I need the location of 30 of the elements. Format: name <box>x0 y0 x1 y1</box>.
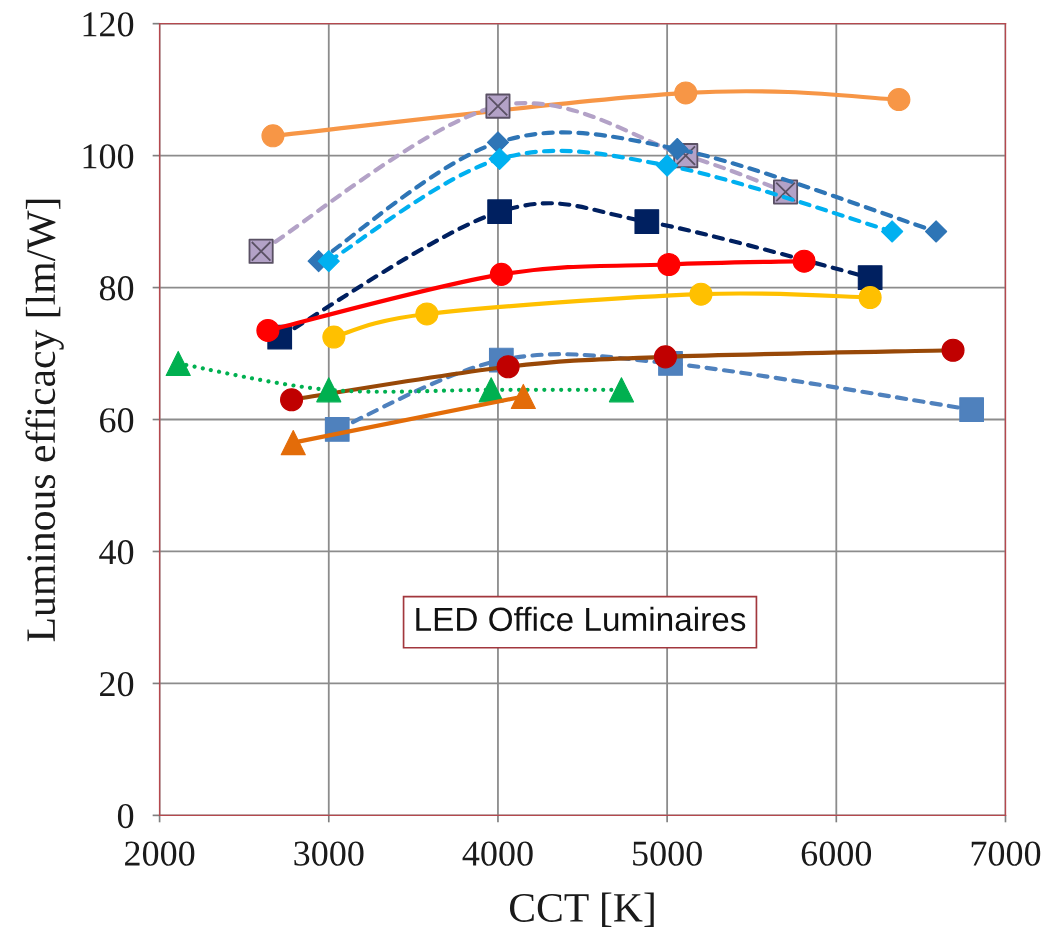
x-tick-label: 7000 <box>971 841 1041 866</box>
x-tick-label: 5000 <box>633 841 702 866</box>
y-tick-label: 0 <box>117 803 134 829</box>
point <box>316 377 342 403</box>
y-tick-label: 60 <box>100 408 134 433</box>
annotation: LED Office Luminaires <box>416 606 746 632</box>
point <box>881 220 904 243</box>
y-tick-label: 100 <box>83 144 134 169</box>
y-tick-label: 80 <box>99 276 134 301</box>
x-axis-title: CCT [K] <box>509 892 654 928</box>
y-tick-label: 120 <box>83 12 134 37</box>
y-axis-title: Luminous efficacy [lm/W] <box>25 199 64 642</box>
point <box>165 350 191 377</box>
point <box>488 147 511 171</box>
point <box>925 220 948 243</box>
point <box>959 397 985 423</box>
point <box>486 131 510 154</box>
point <box>608 377 635 403</box>
x-tick-label: 4000 <box>462 841 533 866</box>
x-tick-label: 3000 <box>294 841 364 866</box>
x-tick-label: 2000 <box>125 841 195 866</box>
point <box>666 137 689 161</box>
y-tick-label: 40 <box>99 539 134 565</box>
x-tick-label: 6000 <box>801 841 872 866</box>
y-tick-label: 20 <box>100 671 134 697</box>
point <box>857 265 883 291</box>
point <box>656 154 679 177</box>
point <box>317 250 340 273</box>
point <box>634 209 660 234</box>
point <box>487 199 513 225</box>
